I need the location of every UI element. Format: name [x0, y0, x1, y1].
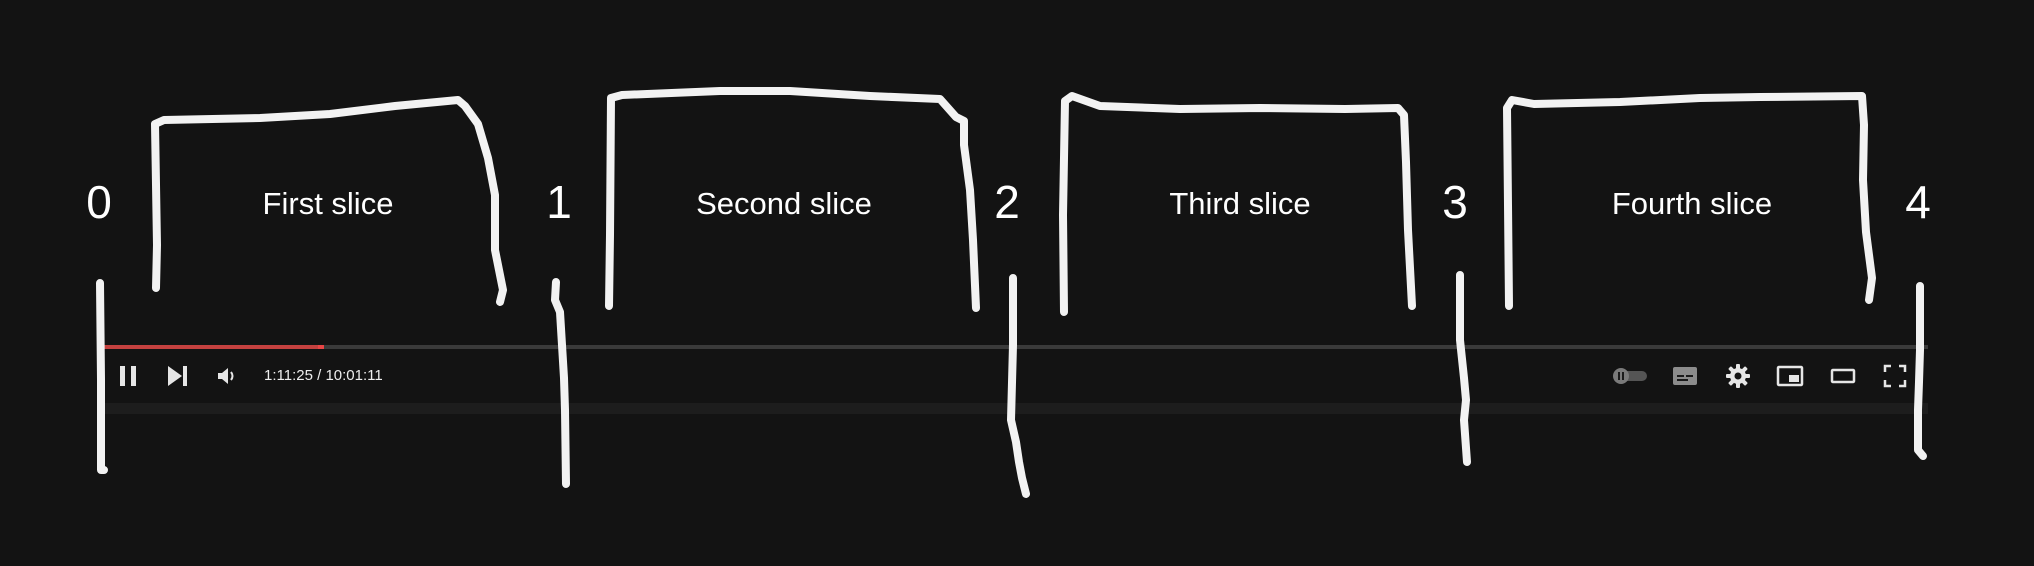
- progress-played: [100, 345, 318, 349]
- boundary-marker-4: 4: [1905, 176, 1931, 228]
- boundary-marker-3: 3: [1442, 176, 1468, 228]
- boundary-marker-1: 1: [546, 176, 572, 228]
- autoplay-toggle-icon: [1611, 367, 1649, 385]
- theater-mode-icon: [1830, 367, 1856, 385]
- volume-icon: [217, 366, 239, 386]
- volume-button[interactable]: [210, 358, 246, 394]
- slice-label-first: First slice: [262, 186, 394, 221]
- miniplayer-icon: [1776, 365, 1804, 387]
- boundary-marker-2: 2: [994, 176, 1020, 228]
- subtitles-button[interactable]: [1667, 358, 1703, 394]
- subtitles-icon: [1672, 366, 1698, 386]
- player-bottom-strip: [100, 403, 1928, 414]
- current-time: 1:11:25: [264, 367, 313, 384]
- pause-icon: [118, 364, 138, 388]
- progress-bar[interactable]: [100, 345, 1928, 349]
- slice-label-third: Third slice: [1169, 186, 1311, 221]
- next-button[interactable]: [160, 358, 196, 394]
- time-separator: /: [312, 367, 326, 384]
- settings-button[interactable]: [1720, 358, 1756, 394]
- fullscreen-icon: [1883, 364, 1907, 388]
- miniplayer-button[interactable]: [1772, 358, 1808, 394]
- slice-label-fourth: Fourth slice: [1611, 186, 1773, 221]
- control-row: 1:11:25 / 10:01:11: [100, 358, 1928, 394]
- next-icon: [166, 365, 190, 387]
- boundary-marker-0: 0: [86, 176, 112, 228]
- gear-icon: [1725, 363, 1751, 389]
- slice-label-second: Second slice: [696, 186, 872, 221]
- video-player-controls: 1:11:25 / 10:01:11: [100, 340, 1928, 420]
- autoplay-toggle[interactable]: [1608, 358, 1652, 394]
- progress-scrubber[interactable]: [318, 345, 324, 349]
- duration-time: 10:01:11: [325, 367, 383, 384]
- time-display: 1:11:25 / 10:01:11: [264, 358, 383, 394]
- fullscreen-button[interactable]: [1877, 358, 1913, 394]
- theater-mode-button[interactable]: [1825, 358, 1861, 394]
- pause-button[interactable]: [110, 358, 146, 394]
